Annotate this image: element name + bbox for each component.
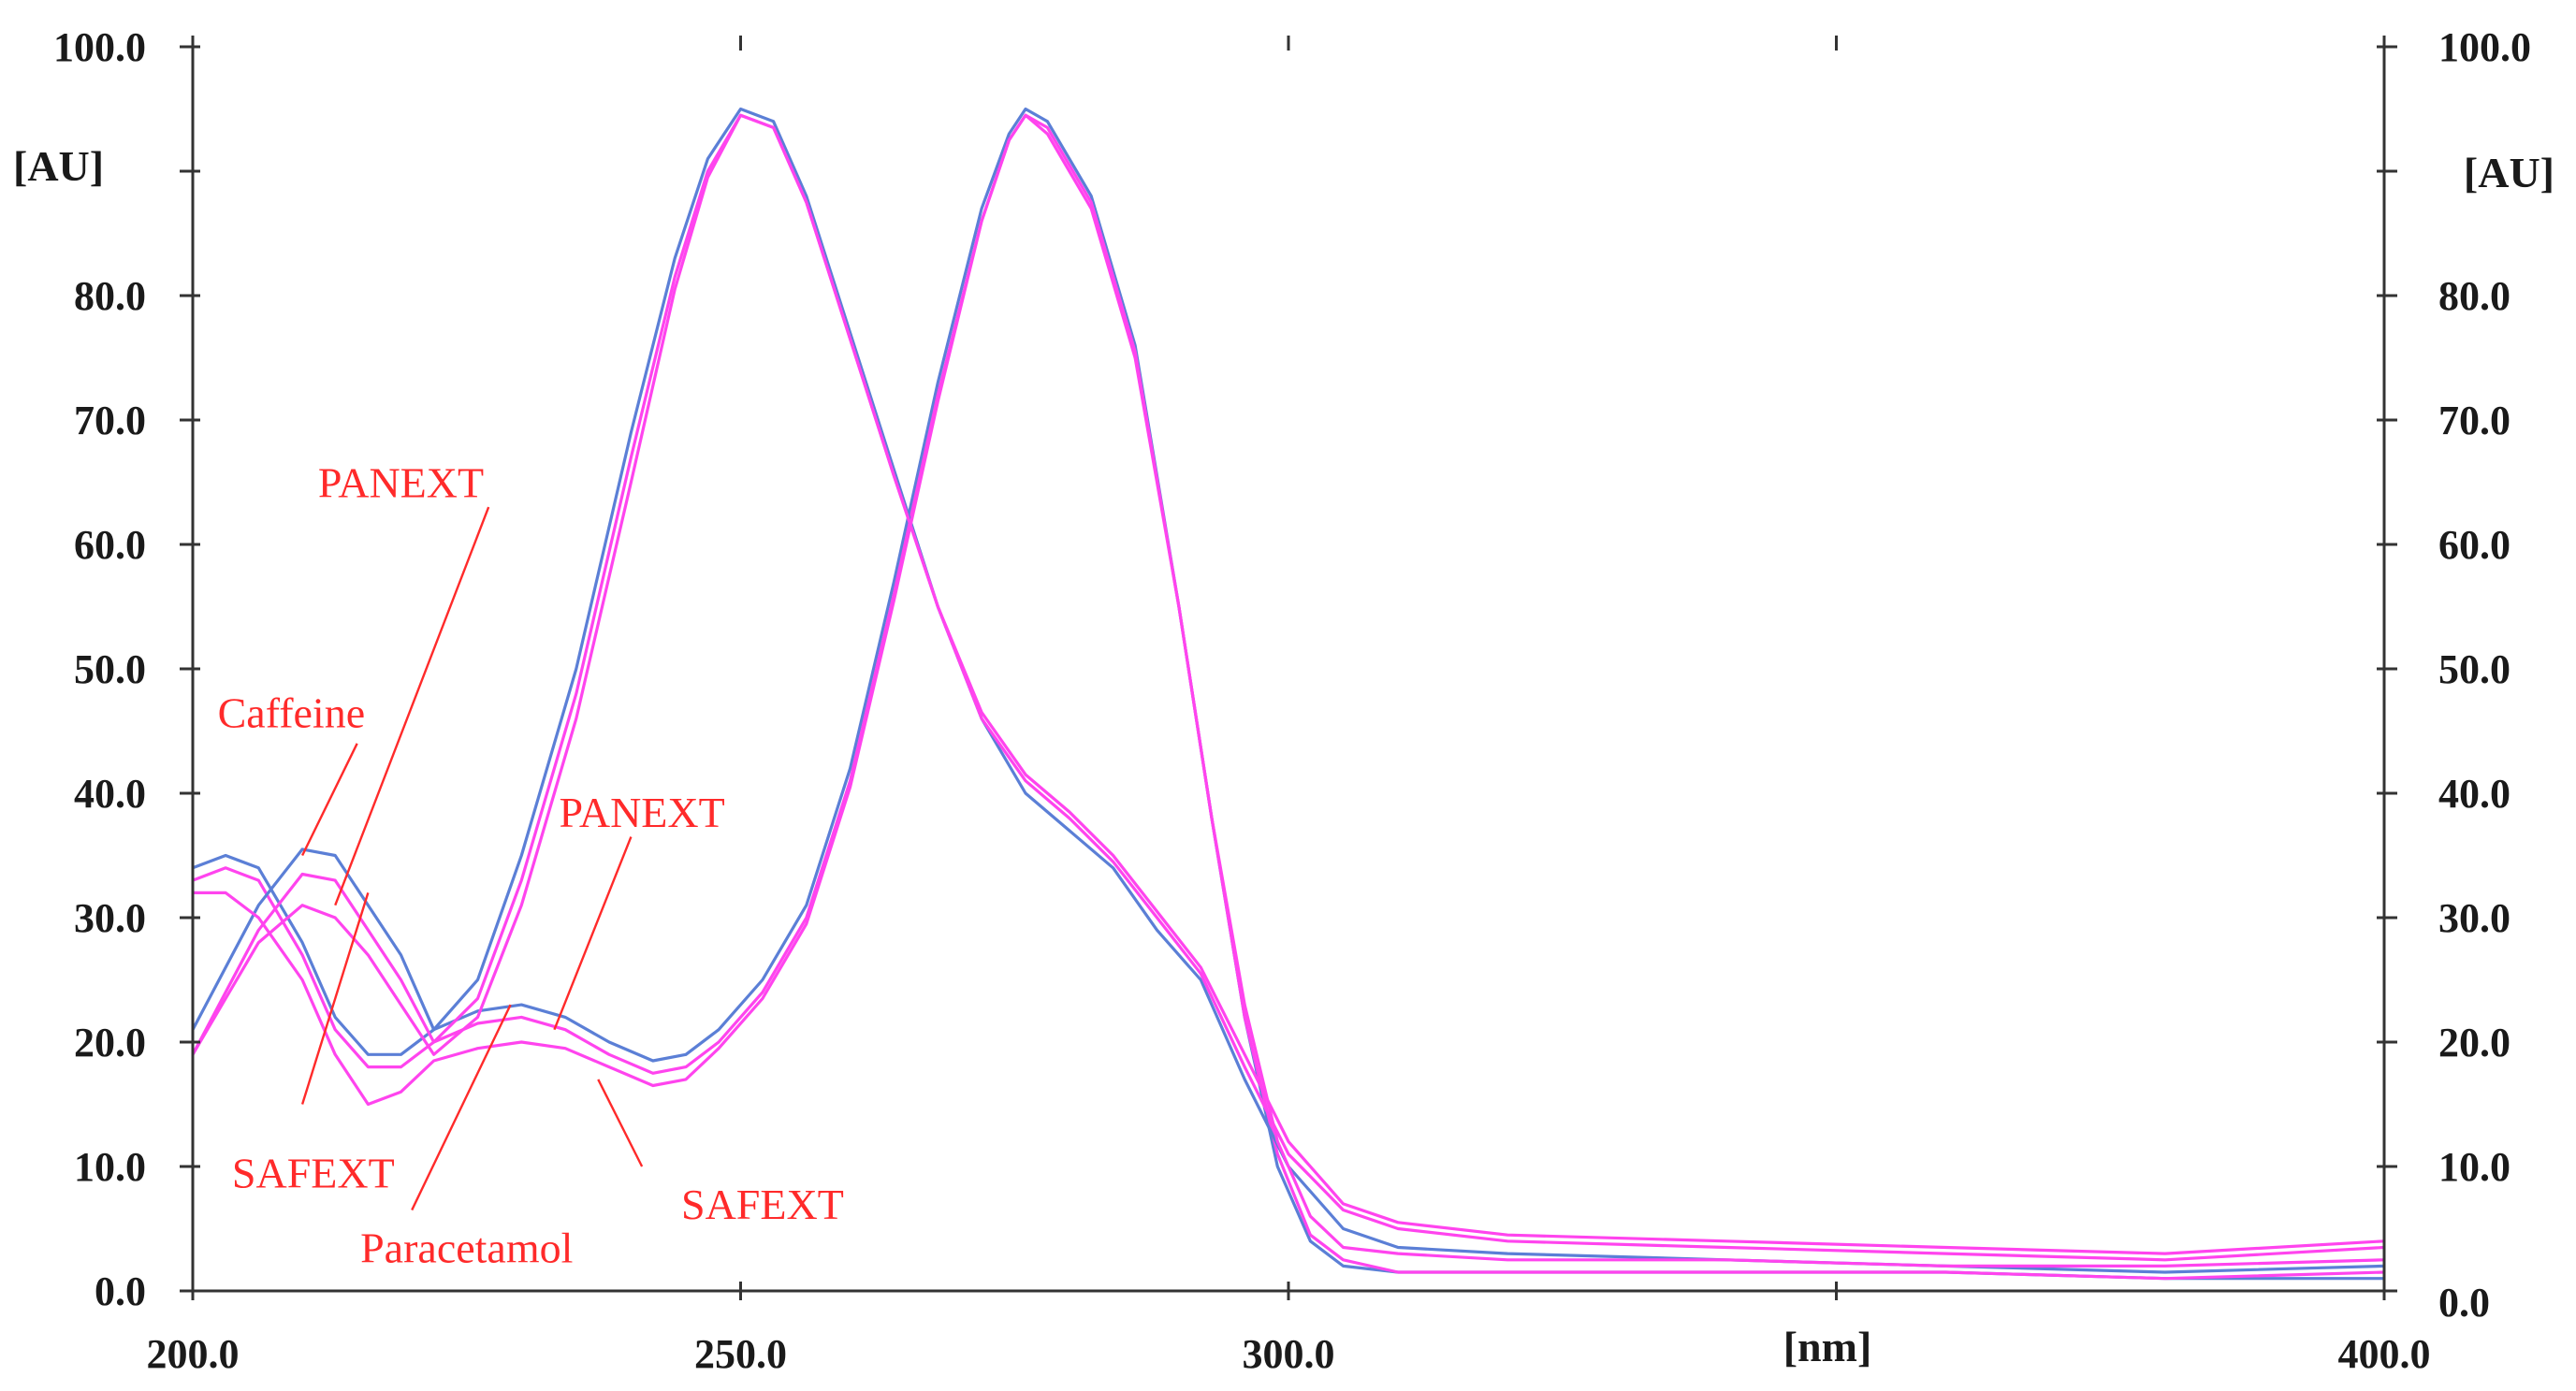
annotation-leader-line: [553, 836, 633, 1031]
y-tick-label-right: 0.0: [2438, 1280, 2490, 1326]
y-tick-label-right: 50.0: [2438, 646, 2511, 692]
series-line-5: [193, 113, 2385, 1268]
y-tick-label-right: 80.0: [2438, 273, 2511, 319]
y-tick-label-left: 20.0: [74, 1020, 146, 1065]
annotation-leader-line: [411, 1004, 512, 1211]
x-axis-unit: [nm]: [1783, 1323, 1872, 1370]
y-tick-label-right: 40.0: [2438, 771, 2511, 817]
annotation-label: Paracetamol: [360, 1224, 573, 1271]
y-axis-unit-left: [AU]: [13, 142, 104, 190]
y-tick-label-left: 50.0: [74, 646, 146, 692]
y-axis-unit-right: [AU]: [2464, 149, 2554, 196]
y-tick-label-left: 100.0: [53, 24, 146, 70]
annotation-label: SAFEXT: [681, 1181, 844, 1228]
annotation-label: PANEXT: [318, 459, 484, 507]
annotation-layer: PANEXT Caffeine PANEXT SAFEXT Paracetamol SAF…: [218, 459, 844, 1272]
annotation-leader-line: [597, 1079, 644, 1167]
y-tick-label-right: 10.0: [2438, 1144, 2511, 1190]
y-tick-label-right: 100.0: [2438, 24, 2531, 70]
series-layer: [191, 107, 2385, 1281]
annotation-leader-line: [300, 892, 370, 1105]
annotation-leader-line: [334, 506, 490, 906]
y-tick-label-left: 10.0: [74, 1144, 146, 1190]
series-line-1: [192, 107, 2384, 1281]
y-tick-label-left: 0.0: [95, 1268, 146, 1314]
annotation-label: SAFEXT: [232, 1150, 395, 1197]
annotation-label: PANEXT: [560, 789, 725, 836]
series-line-3: [191, 107, 2385, 1274]
x-tick-label: 200.0: [147, 1331, 240, 1377]
y-tick-label-left: 60.0: [74, 522, 146, 568]
x-tick-label: 400.0: [2338, 1331, 2431, 1377]
y-tick-label-left: 80.0: [74, 273, 146, 319]
series-line-6: [191, 113, 2385, 1255]
y-tick-label-left: 30.0: [74, 895, 146, 941]
y-tick-label-right: 60.0: [2438, 522, 2511, 568]
y-tick-label-right: 20.0: [2438, 1020, 2511, 1065]
y-tick-label-left: 70.0: [74, 398, 146, 443]
x-tick-label: 300.0: [1243, 1331, 1335, 1377]
y-tick-label-right: 70.0: [2438, 398, 2511, 443]
x-tick-label: 250.0: [694, 1331, 787, 1377]
tick-layer: 200.0 250.0 300.0 400.00.0 0.010.0 10.020.0 20…: [53, 24, 2531, 1377]
y-tick-label-right: 30.0: [2438, 895, 2511, 941]
annotation-label: Caffeine: [218, 689, 366, 737]
y-tick-label-left: 40.0: [74, 771, 146, 817]
annotation-leader-line: [301, 743, 358, 857]
